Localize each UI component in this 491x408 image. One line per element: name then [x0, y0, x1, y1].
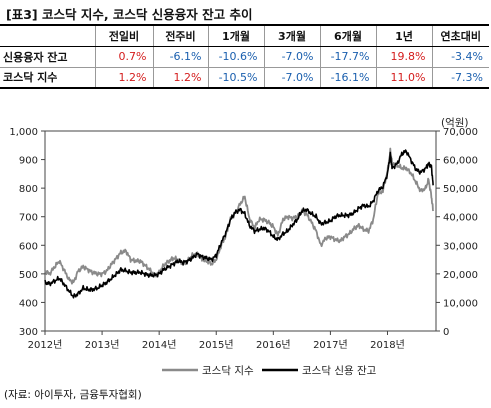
x-tick-label: 2014년 [142, 339, 177, 351]
right-tick-label: 50,000 [443, 184, 478, 195]
left-tick-label: 700 [19, 213, 38, 224]
right-axis-label: (억원) [441, 117, 469, 129]
x-tick-label: 2017년 [313, 339, 348, 351]
right-tick-label: 30,000 [443, 241, 478, 252]
table-cell: 19.8% [375, 46, 432, 68]
table-header-cell: 3개월 [263, 24, 320, 47]
table-cell: 1.2% [152, 67, 208, 89]
table-cell: 1.2% [94, 67, 153, 89]
legend: 코스닥 지수 코스닥 신용 잔고 [162, 365, 377, 377]
left-tick-label: 900 [19, 156, 38, 167]
legend-label-credit-balance: 코스닥 신용 잔고 [302, 365, 377, 377]
left-tick-label: 300 [19, 327, 38, 338]
x-tick-label: 2016년 [256, 339, 291, 351]
x-tick-label: 2013년 [85, 339, 120, 351]
legend-label-kosdaq-index: 코스닥 지수 [202, 365, 254, 377]
table-header-row: 전일비 전주비 1개월 3개월 6개월 1년 연초대비 [0, 24, 489, 47]
table-header-cell: 연초대비 [431, 24, 489, 47]
right-tick-label: 40,000 [443, 213, 478, 224]
source-note: (자료: 아이투자, 금융투자협회) [4, 389, 142, 401]
table-cell: -10.5% [207, 67, 264, 89]
x-tick-label: 2018년 [370, 339, 405, 351]
left-tick-label: 400 [19, 298, 38, 309]
right-tick-label: 60,000 [443, 156, 478, 167]
table-header-cell: 6개월 [319, 24, 376, 47]
page-title: [표3] 코스닥 지수, 코스닥 신용융자 잔고 추이 [6, 7, 253, 22]
table-cell: 0.7% [94, 46, 153, 68]
left-tick-label: 600 [19, 241, 38, 252]
table-row: 신용융자 잔고 0.7% -6.1% -10.6% -7.0% -17.7% 1… [0, 46, 489, 68]
series-line-kosdaq-index [44, 147, 434, 285]
x-tick-label: 2015년 [199, 339, 234, 351]
table-cell: -16.1% [319, 67, 376, 89]
left-tick-label: 500 [19, 270, 38, 281]
table-cell: -6.1% [152, 46, 208, 68]
left-tick-label: 1,000 [9, 127, 38, 138]
series-line-credit-balance [44, 149, 434, 299]
table-cell: -7.0% [263, 67, 320, 89]
table-header-cell: 전일비 [94, 24, 153, 47]
line-chart: 1,000 900 800 700 600 500 400 300 70,000 60,000 5… [9, 117, 478, 377]
table-cell: -3.4% [431, 46, 489, 68]
row-label: 코스닥 지수 [0, 67, 95, 89]
table-header-blank [0, 24, 95, 47]
plot-area-frame [44, 130, 437, 332]
table-header-cell: 1개월 [207, 24, 264, 47]
table-header-cell: 1년 [375, 24, 432, 47]
table-header-cell: 전주비 [152, 24, 208, 47]
table-cell: -7.0% [263, 46, 320, 68]
right-tick-label: 70,000 [443, 127, 478, 138]
right-tick-label: 20,000 [443, 270, 478, 281]
change-table: 전일비 전주비 1개월 3개월 6개월 1년 연초대비 신용융자 잔고 0.7%… [0, 24, 489, 89]
left-tick-label: 800 [19, 184, 38, 195]
table-cell: -10.6% [207, 46, 264, 68]
right-tick-label: 0 [443, 327, 449, 338]
table-cell: 11.0% [375, 67, 432, 89]
right-tick-label: 10,000 [443, 298, 478, 309]
table-cell: -7.3% [431, 67, 489, 89]
table-row: 코스닥 지수 1.2% 1.2% -10.5% -7.0% -16.1% 11.… [0, 67, 489, 89]
x-tick-label: 2012년 [28, 339, 63, 351]
row-label: 신용융자 잔고 [0, 46, 95, 68]
table-cell: -17.7% [319, 46, 376, 68]
